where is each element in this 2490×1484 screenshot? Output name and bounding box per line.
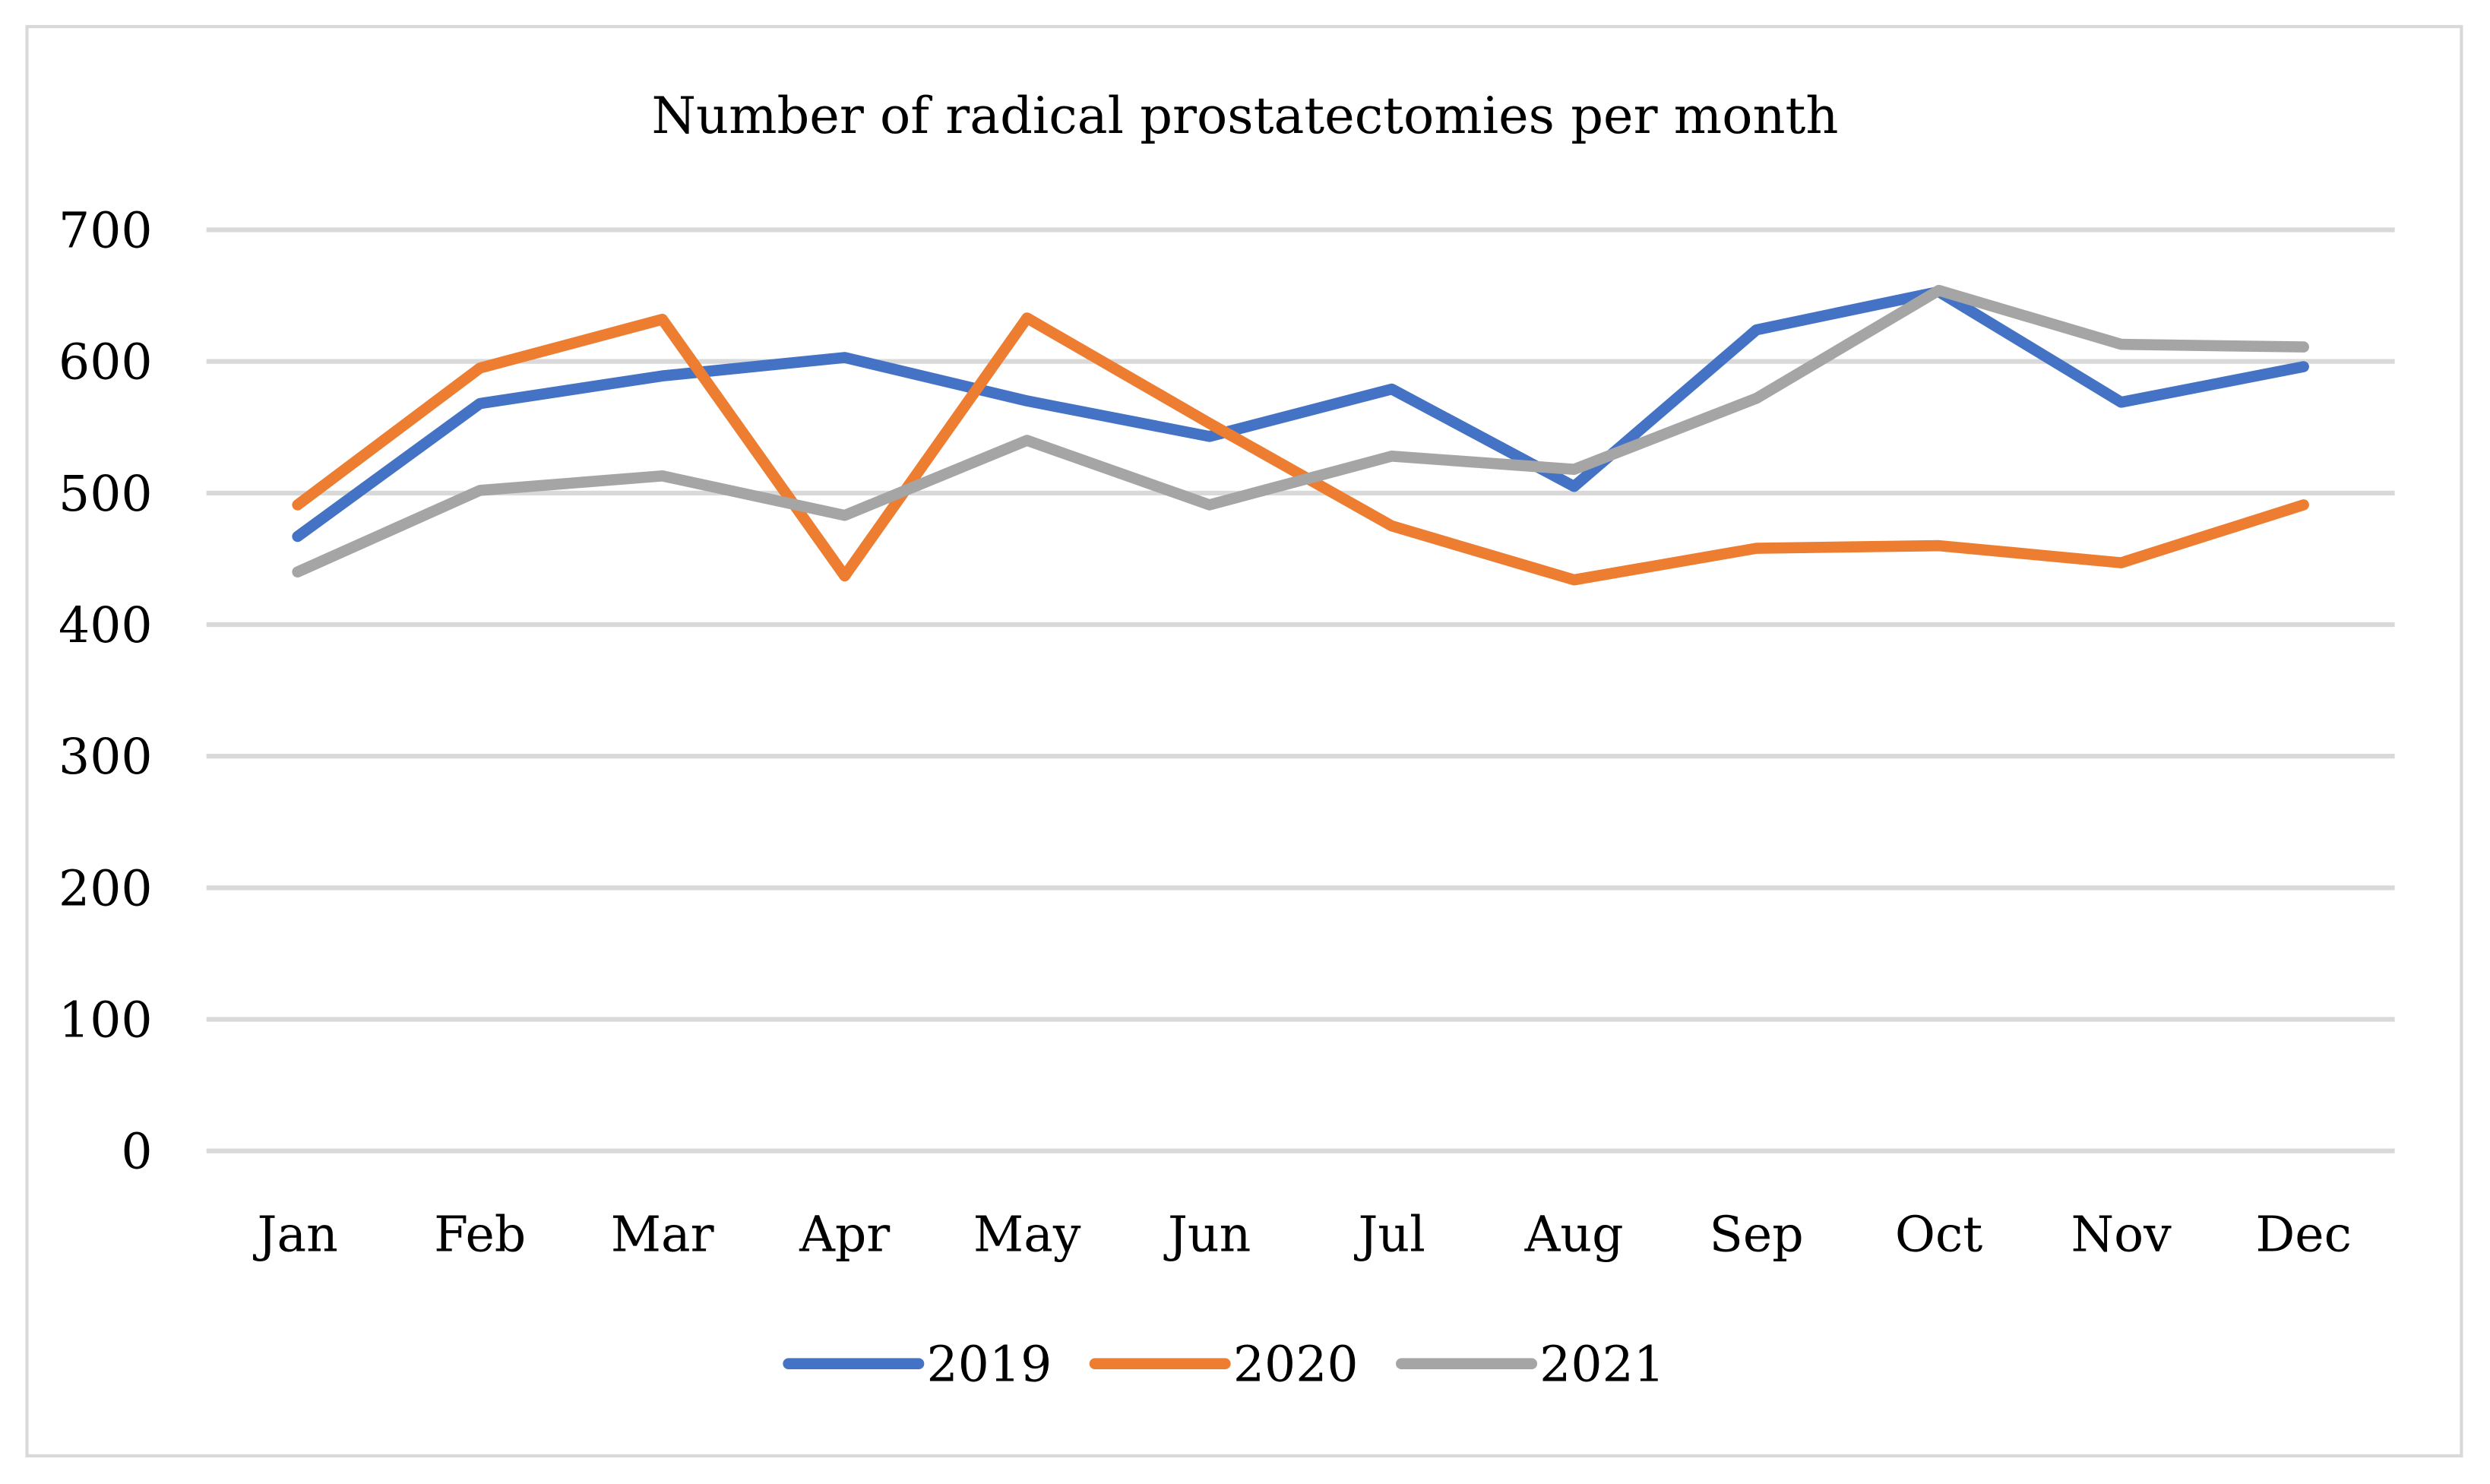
y-tick-label: 600 (59, 334, 153, 391)
x-tick-label-dec: Dec (2255, 1206, 2352, 1263)
x-tick-label-jan: Jan (253, 1206, 338, 1263)
x-tick-label-sep: Sep (1710, 1206, 1804, 1263)
legend[interactable]: 2019 2020 2021 (783, 1337, 1665, 1394)
series-2019 (292, 286, 2309, 543)
series-2021 (292, 284, 2309, 578)
legend-label-2019: 2019 (926, 1337, 1052, 1394)
y-axis-ticks: 0 100 200 300 400 500 600 700 (59, 202, 153, 1180)
series-2020 (292, 312, 2309, 586)
legend-item-2021[interactable]: 2021 (1396, 1337, 1665, 1394)
series-lines (292, 284, 2309, 586)
y-tick-label: 700 (59, 202, 153, 259)
x-tick-label-may: May (973, 1206, 1081, 1263)
x-tick-label-mar: Mar (611, 1206, 714, 1263)
x-tick-label-jun: Jun (1163, 1206, 1251, 1263)
gridlines (206, 227, 2395, 1153)
y-tick-label: 500 (59, 466, 153, 523)
x-axis-ticks: Jan Feb Mar Apr May Jun Jul Aug Sep Oct Nov Dec (253, 1206, 2352, 1263)
y-tick-label: 300 (59, 729, 153, 786)
x-tick-label-aug: Aug (1524, 1206, 1624, 1263)
x-tick-label-jul: Jul (1353, 1206, 1425, 1263)
series-line-2020 (292, 312, 2309, 586)
legend-item-2020[interactable]: 2020 (1089, 1337, 1359, 1394)
x-tick-label-apr: Apr (799, 1206, 890, 1263)
series-line-2019 (292, 286, 2309, 543)
chart-title: Number of radical prostatectomies per mo… (652, 86, 1839, 145)
chart-frame (25, 24, 2463, 1458)
x-tick-label-oct: Oct (1895, 1206, 1982, 1263)
legend-item-2019[interactable]: 2019 (783, 1337, 1052, 1394)
x-tick-label-nov: Nov (2071, 1206, 2172, 1263)
y-tick-label: 200 (59, 860, 153, 917)
y-tick-label: 0 (121, 1124, 152, 1181)
y-tick-label: 400 (59, 597, 153, 654)
legend-label-2021: 2021 (1539, 1337, 1665, 1394)
legend-label-2020: 2020 (1233, 1337, 1359, 1394)
series-line-2021 (292, 284, 2309, 578)
x-tick-label-feb: Feb (434, 1206, 526, 1263)
y-tick-label: 100 (59, 992, 153, 1049)
